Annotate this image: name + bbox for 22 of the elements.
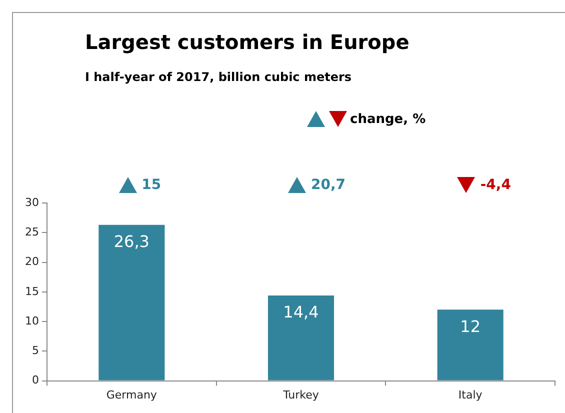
bar — [98, 224, 165, 380]
legend-title: change, % — [350, 112, 426, 126]
text: -4,4 — [480, 177, 511, 193]
x-tick-label: Turkey — [282, 388, 320, 402]
chart-title: Largest customers in Europe — [85, 30, 410, 54]
y-tick-label: 0 — [32, 374, 39, 387]
y-tick-label: 20 — [24, 255, 39, 268]
text: 20,7 — [310, 177, 346, 193]
y-tick-label: 25 — [24, 225, 39, 238]
data-label: 14,4 — [283, 302, 319, 322]
data-label: 12 — [460, 316, 481, 336]
x-tick-label: Germany — [106, 388, 158, 402]
y-tick-label: 15 — [24, 284, 39, 298]
bar — [268, 295, 334, 380]
y-tick-label: 10 — [24, 314, 39, 328]
y-tick-label: 5 — [32, 344, 39, 358]
y-tick-label: 30 — [24, 196, 39, 209]
data-label: 26,3 — [114, 232, 150, 252]
text: 15 — [142, 177, 162, 193]
bar — [437, 310, 504, 380]
chart-subtitle: I half-year of 2017, billion cubic meters — [85, 70, 352, 84]
x-tick-label: Italy — [458, 388, 483, 402]
